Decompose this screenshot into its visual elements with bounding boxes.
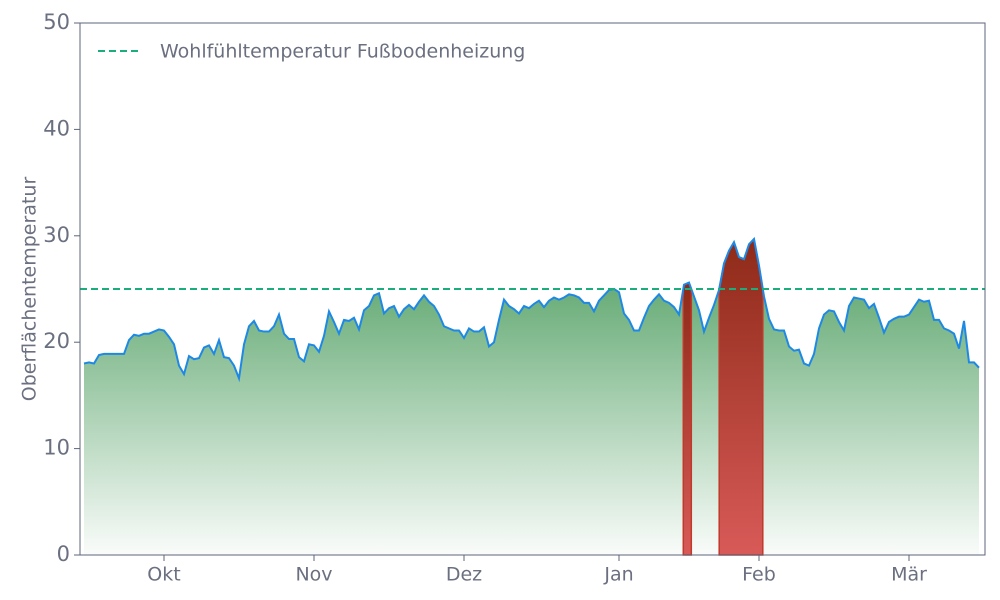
y-tick-label: 30 <box>43 223 70 247</box>
y-tick-label: 40 <box>43 116 70 140</box>
y-tick-label: 50 <box>43 10 70 34</box>
line <box>83 236 980 383</box>
x-tick-label: Jan <box>603 564 633 586</box>
above-threshold-fill <box>682 281 693 556</box>
x-tick-label: Feb <box>742 564 776 586</box>
above-threshold-fill <box>718 237 764 556</box>
x-tick-label: Nov <box>295 564 332 586</box>
area-fill <box>84 238 979 555</box>
x-tick-label: Dez <box>446 564 482 586</box>
y-tick-label: 10 <box>43 436 70 460</box>
plot-frame <box>79 22 986 556</box>
legend-label: Wohlfühltemperatur Fußbodenheizung <box>160 41 525 63</box>
y-axis-label: Oberflächentemperatur <box>19 177 41 402</box>
x-tick-label: Mär <box>891 564 927 586</box>
y-tick-label: 20 <box>43 329 70 353</box>
x-tick-label: Okt <box>147 564 180 586</box>
y-tick-label: 0 <box>57 542 70 566</box>
